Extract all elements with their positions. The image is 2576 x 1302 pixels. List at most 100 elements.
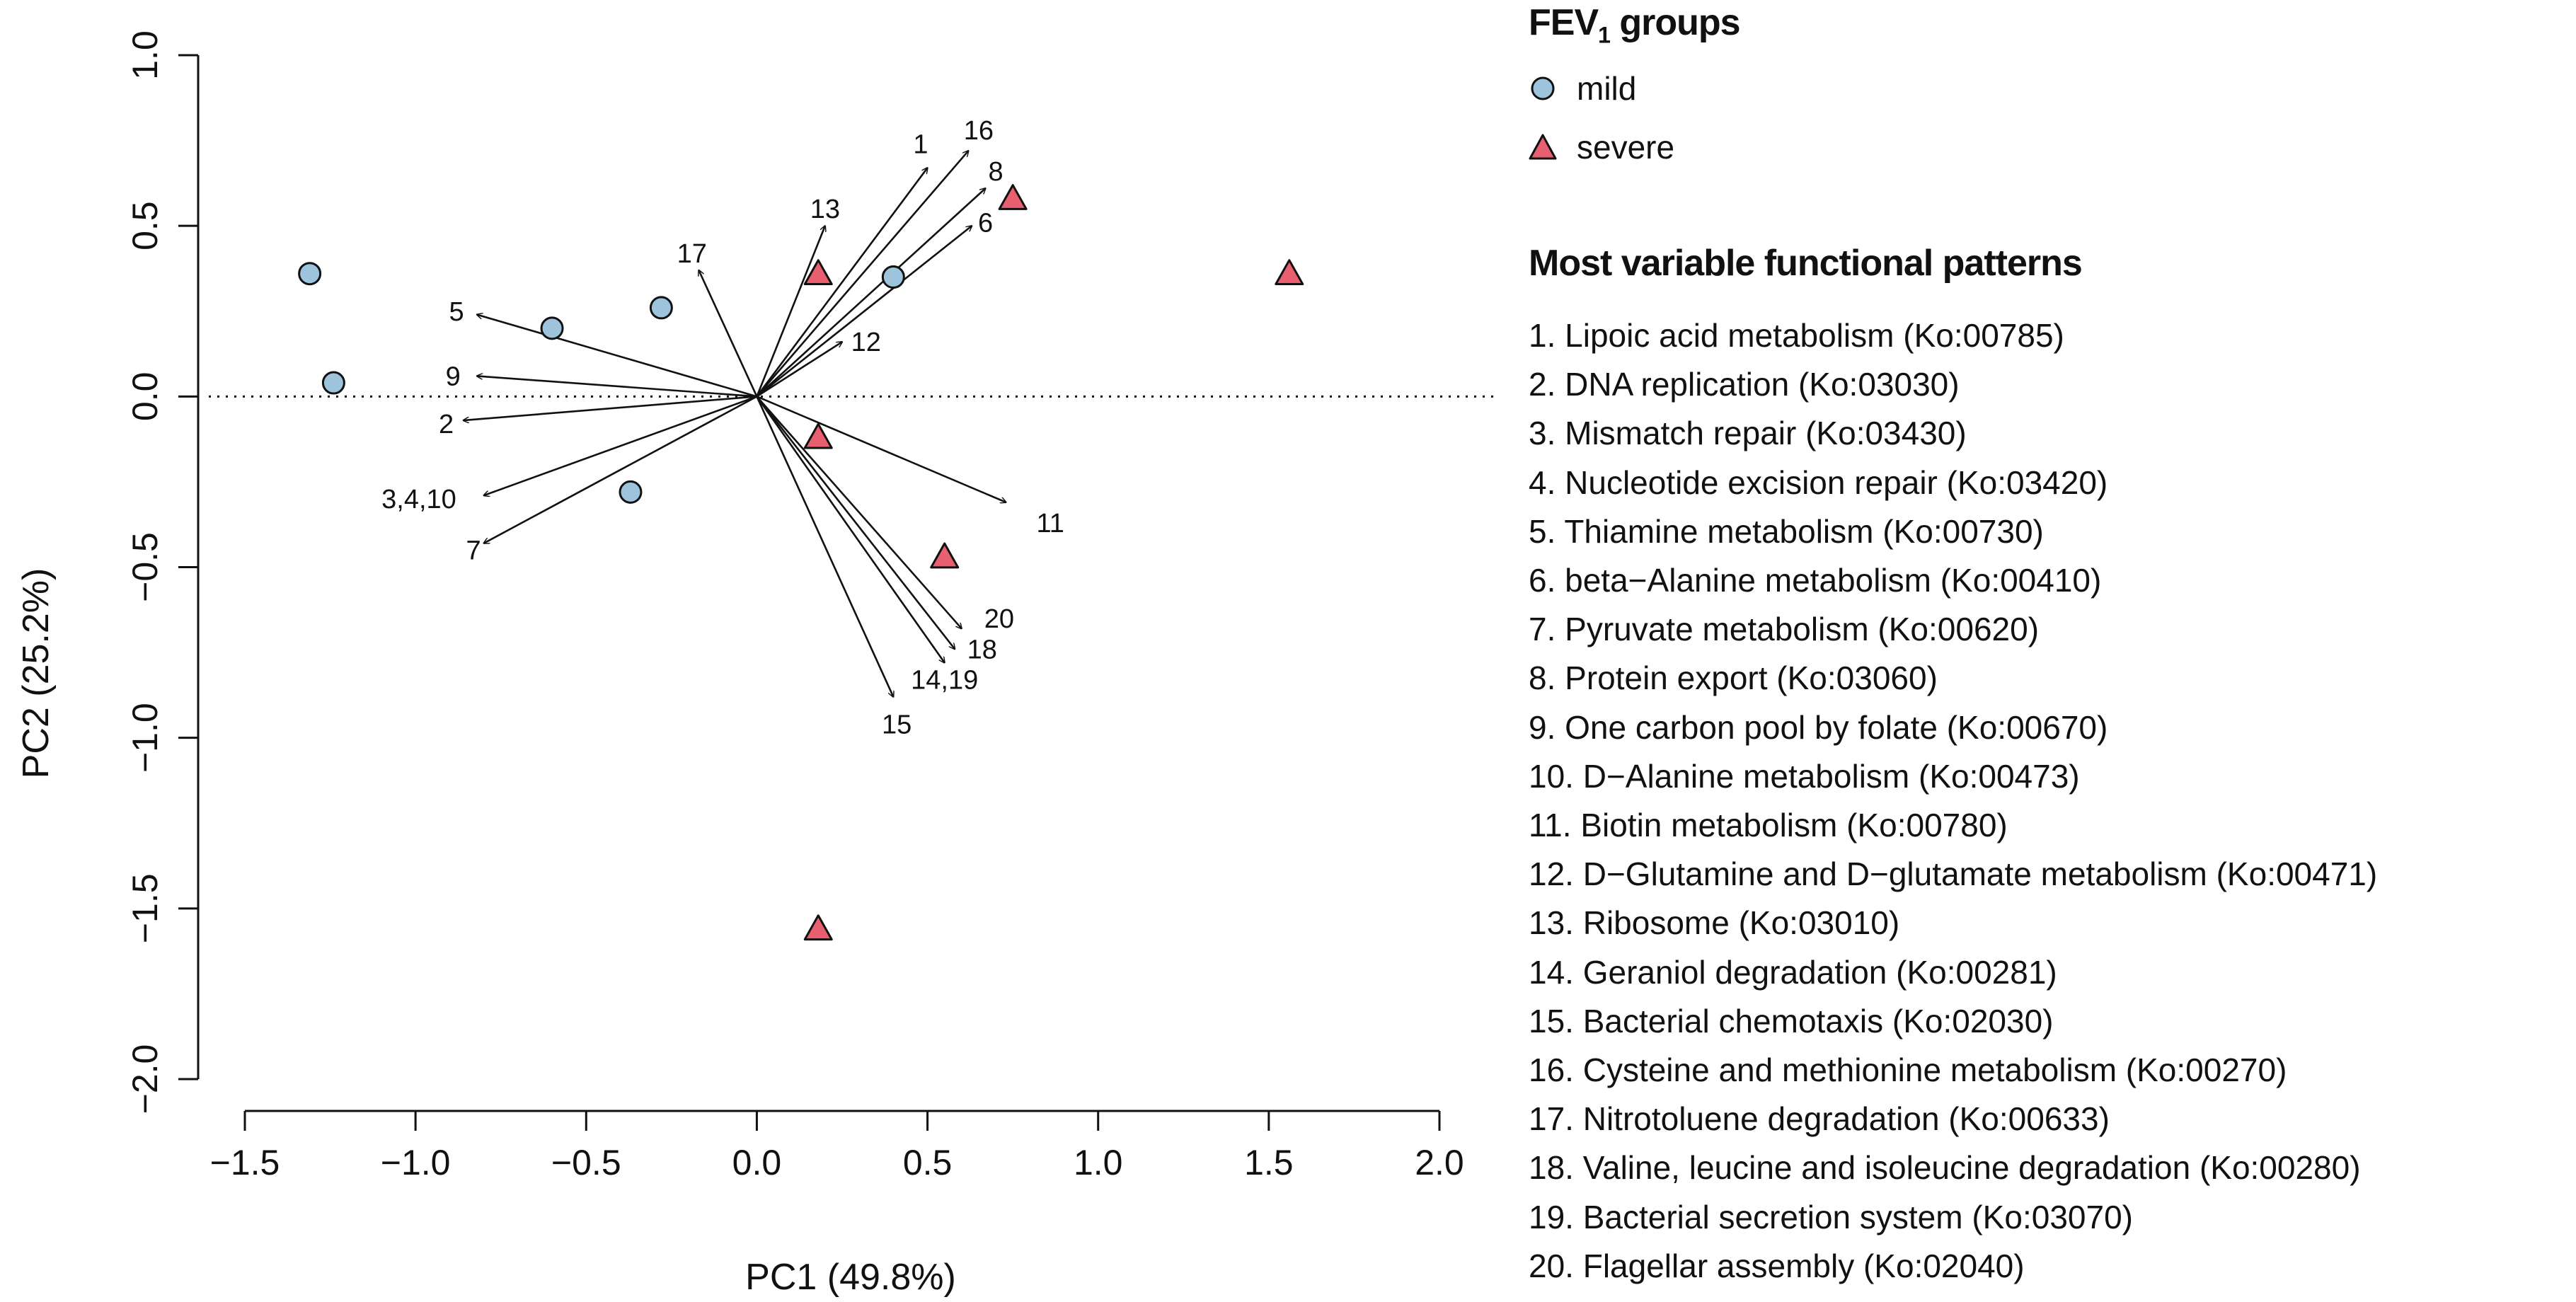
x-tick-label: 0.0	[732, 1143, 782, 1182]
loading-label: 2	[439, 410, 454, 439]
groups-title-text: groups	[1609, 2, 1740, 43]
pattern-item: 12. D−Glutamine and D−glutamate metaboli…	[1529, 855, 2378, 893]
loading-arrow	[756, 396, 893, 696]
pattern-item: 11. Biotin metabolism (Ko:00780)	[1529, 807, 2008, 844]
loading-label: 18	[967, 635, 997, 664]
pattern-item: 17. Nitrotoluene degradation (Ko:00633)	[1529, 1100, 2110, 1138]
pattern-item: 9. One carbon pool by folate (Ko:00670)	[1529, 708, 2108, 746]
loading-arrow	[756, 396, 944, 662]
y-tick-label: −2.0	[125, 1044, 165, 1114]
loading-arrow	[756, 151, 968, 398]
patterns-heading: Most variable functional patterns	[1529, 243, 2083, 284]
triangle-marker-icon	[1529, 134, 1557, 160]
x-tick-label: −0.5	[551, 1143, 621, 1182]
point-mild	[540, 316, 564, 340]
pattern-item: 20. Flagellar assembly (Ko:02040)	[1529, 1247, 2025, 1284]
loading-label: 11	[1036, 509, 1064, 538]
loading-label: 1	[913, 129, 928, 159]
legend-entry-mild: mild	[1529, 69, 1636, 108]
loading-label: 3,4,10	[381, 485, 456, 514]
pca-biplot: −1.5 −1.0 −0.5 0.0 0.5 1.0 1.5 2.0 PC1 (49.8%) −2…	[16, 30, 1493, 1298]
loading-label: 15	[882, 710, 912, 739]
loading-arrow	[477, 315, 757, 398]
loading-label: 16	[964, 116, 994, 146]
loading-arrow	[756, 396, 961, 628]
pattern-item: 5. Thiamine metabolism (Ko:00730)	[1529, 512, 2044, 550]
circle-marker-icon	[1531, 76, 1555, 100]
loading-arrow	[756, 342, 842, 398]
point-severe	[1275, 259, 1304, 286]
sample-points	[298, 184, 1304, 941]
loading-label: 13	[810, 195, 840, 224]
loading-arrow	[698, 270, 758, 397]
loading-label: 12	[851, 328, 881, 357]
loading-arrow	[477, 376, 757, 398]
fev-title-text: FEV	[1529, 2, 1599, 43]
x-tick-label: 1.5	[1244, 1143, 1294, 1182]
y-tick-label: −1.5	[125, 873, 165, 943]
x-tick-label: −1.0	[381, 1143, 451, 1182]
loading-arrow	[756, 396, 1006, 502]
patterns-list: 1. Lipoic acid metabolism (Ko:00785) 2. D…	[1529, 311, 2377, 1291]
point-mild	[649, 296, 673, 320]
loading-label: 9	[446, 362, 461, 391]
x-tick-label: −1.5	[210, 1143, 280, 1182]
loading-label: 5	[449, 297, 464, 327]
loading-arrow	[464, 396, 757, 420]
pattern-item: 10. D−Alanine metabolism (Ko:00473)	[1529, 757, 2080, 795]
loading-label: 8	[988, 157, 1003, 187]
loading-label: 6	[978, 208, 993, 238]
x-axis-title: PC1 (49.8%)	[745, 1257, 956, 1298]
legend-label-mild: mild	[1577, 70, 1637, 107]
pattern-item: 3. Mismatch repair (Ko:03430)	[1529, 415, 1967, 452]
point-severe	[803, 259, 833, 286]
x-tick-label: 0.5	[903, 1143, 953, 1182]
fev-subscript: 1	[1598, 22, 1611, 48]
loading-label: 20	[984, 604, 1014, 634]
pattern-item: 14. Geraniol degradation (Ko:00281)	[1529, 953, 2057, 991]
fev1-groups-heading: FEV1 groups	[1529, 1, 1741, 48]
pattern-item: 15. Bacterial chemotaxis (Ko:02030)	[1529, 1002, 2054, 1039]
legend-label-severe: severe	[1577, 129, 1675, 166]
y-tick-label: 0.5	[125, 201, 165, 250]
pattern-item: 13. Ribosome (Ko:03010)	[1529, 904, 1900, 942]
y-tick-label: −0.5	[125, 532, 165, 602]
loading-arrow	[756, 188, 985, 398]
point-severe	[803, 914, 833, 941]
y-tick-label: 1.0	[125, 30, 165, 80]
axes: −1.5 −1.0 −0.5 0.0 0.5 1.0 1.5 2.0 PC1 (49.8%) −2…	[16, 30, 1464, 1298]
y-tick-label: −1.0	[125, 703, 165, 773]
loading-label: 14,19	[911, 666, 978, 696]
legend-entry-severe: severe	[1529, 128, 1674, 166]
loading-label: 17	[677, 239, 707, 269]
point-mild	[881, 265, 905, 289]
pattern-item: 4. Nucleotide excision repair (Ko:03420)	[1529, 463, 2108, 501]
loading-arrow	[756, 226, 972, 398]
pattern-item: 18. Valine, leucine and isoleucine degra…	[1529, 1149, 2361, 1187]
pattern-item: 1. Lipoic acid metabolism (Ko:00785)	[1529, 317, 2064, 354]
point-mild	[619, 480, 643, 504]
loading-arrow	[756, 226, 824, 397]
pattern-item: 6. beta−Alanine metabolism (Ko:00410)	[1529, 562, 2102, 599]
point-severe	[803, 422, 833, 449]
loading-arrow	[484, 396, 757, 495]
x-tick-label: 2.0	[1415, 1143, 1464, 1182]
legend-panel: FEV1 groups mild severe Most variable fu…	[1529, 0, 2569, 1302]
point-severe	[930, 542, 960, 569]
loading-label: 7	[466, 536, 481, 565]
point-severe	[998, 184, 1028, 210]
loading-arrow	[756, 168, 927, 398]
pattern-item: 16. Cysteine and methionine metabolism (…	[1529, 1052, 2287, 1089]
x-tick-label: 1.0	[1074, 1143, 1123, 1182]
loading-arrow	[484, 396, 758, 543]
point-mild	[298, 262, 322, 286]
pattern-item: 8. Protein export (Ko:03060)	[1529, 659, 1938, 697]
pattern-item: 19. Bacterial secretion system (Ko:03070…	[1529, 1198, 2133, 1235]
point-mild	[321, 371, 345, 395]
pattern-item: 2. DNA replication (Ko:03030)	[1529, 366, 1960, 403]
y-tick-label: 0.0	[125, 372, 165, 422]
pattern-item: 7. Pyruvate metabolism (Ko:00620)	[1529, 611, 2040, 648]
y-axis-title: PC2 (25.2%)	[16, 568, 57, 779]
loading-arrow	[756, 396, 955, 649]
